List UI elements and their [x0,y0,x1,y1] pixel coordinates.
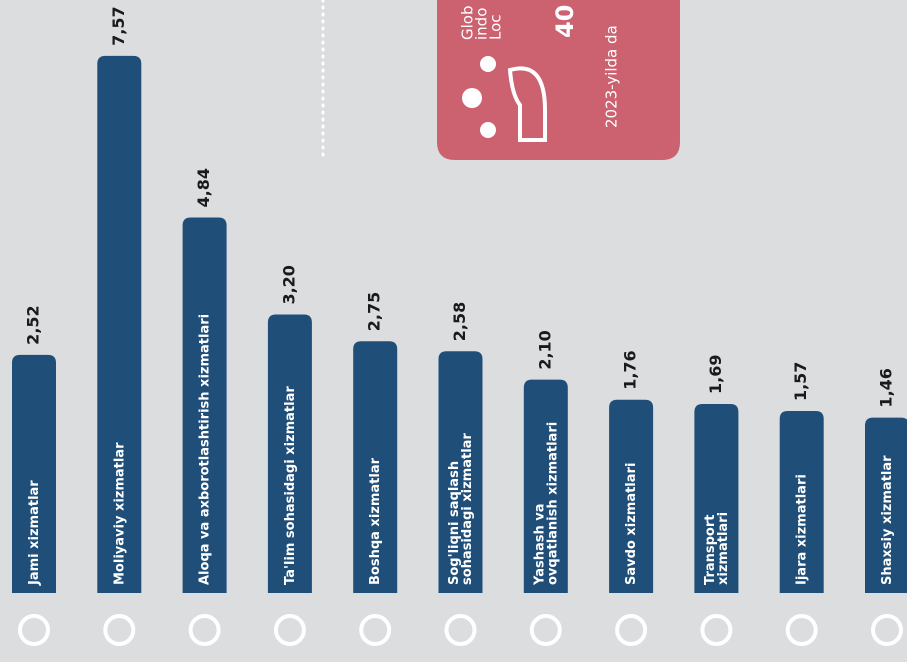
bar [438,351,483,593]
category-label: Jami xizmatlar [27,480,42,586]
category-icon [615,614,648,646]
category-icon [359,614,392,646]
value-label: 1,76 [621,350,640,389]
category-label: Ta'lim sohasidagi xizmatlar [282,386,297,585]
category-icon [188,614,221,646]
category-icon [871,614,903,646]
bar [523,379,568,593]
bar [182,217,227,594]
category-icon [529,614,562,646]
category-icon [700,614,733,646]
bar [353,341,398,593]
stars-icon [462,56,547,142]
category-icon [103,614,136,646]
category-label: Ijara xizmatlari [794,474,809,585]
card-background [437,0,680,160]
card-text: indo [473,8,491,40]
card-text: Glob [459,6,477,41]
category-label: Moliyaviy xizmatlar [112,442,127,585]
category-icon [18,614,50,646]
value-label: 3,20 [279,265,298,304]
bar [865,417,907,593]
bar [12,354,56,593]
bar [694,403,739,593]
category-icon [785,614,818,646]
category-label: Savdo xizmatlari [624,463,639,585]
bar [609,399,654,593]
value-label: 2,58 [450,302,469,341]
category-label: Aloqa va axborotlashtirish xizmatlari [197,314,212,585]
card-note: 2023-yilda da [603,25,621,128]
category-icon [444,614,477,646]
category-label: Boshqa xizmatlar [368,457,383,585]
bar [779,411,824,593]
value-label: 1,69 [706,354,725,393]
value-label: 2,10 [535,330,554,369]
value-label: 2,52 [24,305,43,344]
card-number: 40 [551,5,579,38]
bar [267,314,312,593]
value-label: 7,57 [109,6,128,45]
value-label: 1,46 [877,368,896,407]
category-label: Shaxsiy xizmatlar [880,455,895,585]
value-label: 4,84 [194,168,213,207]
category-label: Yashash vaovqatlanish xizmatlari [532,422,560,586]
value-label: 1,57 [791,362,810,401]
category-label: Sog'liqni saqlashsohasidagi xizmatlar [447,433,475,585]
value-label: 2,75 [365,292,384,331]
category-label: Transportxizmatlari [702,512,730,585]
card-text: Loc [487,14,505,40]
bar [97,55,142,593]
category-icon [273,614,306,646]
